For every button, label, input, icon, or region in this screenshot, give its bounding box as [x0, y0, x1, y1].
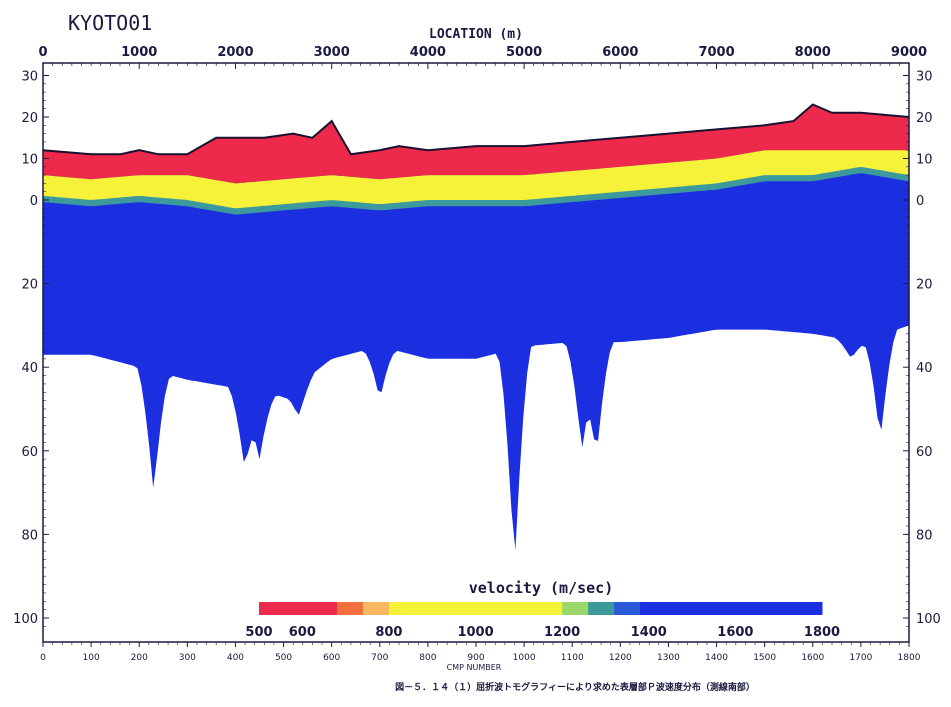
low-velocity-band	[43, 105, 909, 184]
x-bottom-tick-label: 1500	[753, 653, 776, 663]
x-bottom-tick-label: 1400	[705, 653, 728, 663]
x-bottom-tick-label: 900	[467, 653, 484, 663]
colorbar	[259, 602, 823, 615]
y-tick-label-right: 80	[916, 528, 933, 543]
colorbar-band	[388, 602, 563, 615]
y-tick-label-left: 30	[21, 70, 38, 85]
colorbar-tick-label: 1200	[544, 625, 580, 640]
x-top-tick-label: 8000	[795, 45, 831, 60]
figure-caption: 図－５．１４（１）屈折波トモグラフィーにより求めた表層部Ｐ波速度分布（測線南部）	[395, 681, 755, 693]
x-bottom-tick-label: 1100	[561, 653, 584, 663]
y-tick-label-right: 30	[916, 70, 933, 85]
colorbar-tick-label: 1600	[717, 625, 753, 640]
velocity-section	[43, 103, 909, 551]
y-tick-label-right: 20	[916, 111, 933, 126]
y-tick-label-right: 60	[916, 445, 933, 460]
x-top-tick-labels: 0 1000 2000 3000 4000 5000 6000 7000 8000 9000	[38, 45, 927, 60]
intermediate-velocity-band	[43, 142, 909, 209]
x-bottom-tick-label: 700	[371, 653, 388, 663]
x-bottom-tick-label: 400	[227, 653, 244, 663]
y-tick-label-left: 10	[21, 153, 38, 168]
colorbar-title: velocity (m/sec)	[469, 579, 614, 597]
x-bottom-tick-label: 0	[40, 653, 46, 663]
x-top-tick-label: 2000	[217, 45, 253, 60]
x-bottom-tick-label: 1600	[801, 653, 824, 663]
colorbar-tick-label: 1800	[804, 625, 840, 640]
x-bottom-tick-label: 1700	[849, 653, 872, 663]
y-tick-label-left: 40	[21, 361, 38, 376]
x-bottom-tick-label: 800	[419, 653, 436, 663]
x-bottom-tick-label: 1800	[898, 653, 921, 663]
colorbar-band	[336, 602, 364, 615]
y-tick-label-left: 60	[21, 445, 38, 460]
x-bottom-axis: 0 100 200 300 400 500 600 700 800 900 1000 1100 1200…	[40, 642, 921, 663]
x-top-tick-label: 5000	[506, 45, 542, 60]
x-top-tick-label: 1000	[121, 45, 157, 60]
x-bottom-tick-label: 600	[323, 653, 340, 663]
x-bottom-tick-label: 100	[83, 653, 100, 663]
colorbar-tick-label: 600	[289, 625, 316, 640]
y-tick-label-left: 0	[30, 194, 38, 209]
site-label: KYOTO01	[68, 11, 152, 35]
y-tick-label-left: 80	[21, 528, 38, 543]
x-top-ticks	[42, 63, 910, 69]
y-tick-label-right: 20	[916, 278, 933, 293]
x-bottom-tick-label: 500	[275, 653, 292, 663]
y-tick-label-right: 40	[916, 361, 933, 376]
y-tick-label-right: 0	[916, 194, 924, 209]
colorbar-tick-label: 800	[375, 625, 402, 640]
colorbar-tick-label: 1000	[457, 625, 493, 640]
x-top-tick-label: 0	[38, 45, 47, 60]
x-top-tick-label: 6000	[602, 45, 638, 60]
x-bottom-tick-label: 300	[179, 653, 196, 663]
colorbar-tick-labels: 500 600 800 1000 1200 1400 1600 1800	[245, 625, 840, 640]
x-top-axis-title: LOCATION (m)	[429, 27, 523, 42]
colorbar-band	[259, 602, 338, 615]
y-tick-label-left: 20	[21, 111, 38, 126]
y-tick-label-right: 100	[916, 612, 941, 627]
colorbar-tick-label: 1400	[631, 625, 667, 640]
x-bottom-tick-label: 1200	[609, 653, 632, 663]
colorbar-band	[614, 602, 641, 615]
x-top-tick-label: 4000	[410, 45, 446, 60]
x-bottom-tick-label: 200	[131, 653, 148, 663]
x-bottom-tick-label: 1000	[513, 653, 536, 663]
x-top-tick-label: 3000	[314, 45, 350, 60]
colorbar-tick-label: 500	[245, 625, 272, 640]
x-top-tick-label: 9000	[891, 45, 927, 60]
y-tick-label-left: 20	[21, 278, 38, 293]
high-velocity-body	[43, 105, 909, 551]
y-tick-label-right: 10	[916, 153, 933, 168]
colorbar-band	[640, 602, 823, 615]
y-tick-label-left: 100	[13, 612, 38, 627]
colorbar-band	[588, 602, 615, 615]
x-top-tick-label: 7000	[698, 45, 734, 60]
x-bottom-tick-label: 1300	[657, 653, 680, 663]
colorbar-band	[562, 602, 589, 615]
x-bottom-axis-title: CMP NUMBER	[447, 663, 502, 672]
surface-elevation-line	[43, 103, 909, 156]
colorbar-band	[362, 602, 390, 615]
